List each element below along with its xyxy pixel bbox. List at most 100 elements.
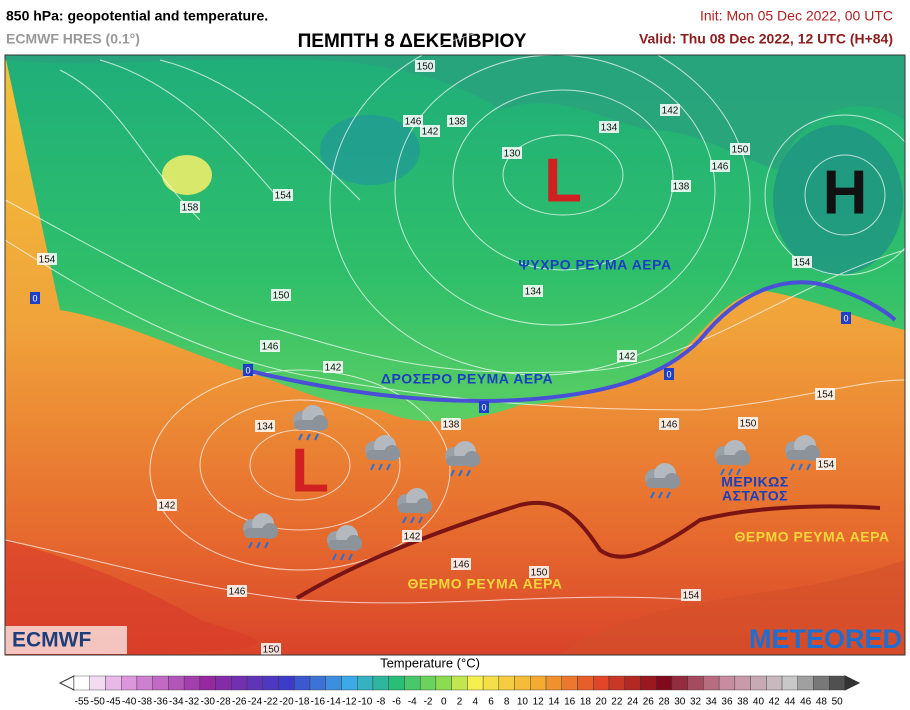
annotation: ΨΥΧΡΟ ΡΕΥΜΑ ΑΕΡΑ [518,257,671,273]
isobar-label-bg [523,285,543,297]
isobar-label-bg [180,201,200,213]
colorbar-swatch [262,675,279,691]
colorbar-swatch [388,675,405,691]
colorbar-tick-label: -8 [376,697,385,708]
init-time: Init: Mon 05 Dec 2022, 00 UTC [700,8,893,24]
colorbar-tick-label: 20 [596,697,608,708]
isobar-label: 146 [712,162,729,173]
colorbar-tick-label: 50 [832,697,844,708]
colorbar-swatch [294,675,311,691]
colorbar-swatch [671,675,688,691]
colorbar-swatch [498,675,515,691]
colorbar-swatch [121,675,138,691]
isobar-label: 154 [794,258,811,269]
colorbar-tick-label: -26 [232,697,247,708]
colorbar-tick-label: -18 [295,697,310,708]
colorbar-tick-label: 12 [533,697,545,708]
isobar-label-bg [815,388,835,400]
colorbar-swatch [829,675,846,691]
colorbar-tick-label: 24 [627,697,639,708]
colorbar-swatch [199,675,216,691]
isobar-label-bg [441,418,461,430]
colorbar-swatch [309,675,326,691]
isobar-label: 134 [601,123,618,134]
colorbar-tick-label: -40 [122,697,137,708]
colorbar-swatch [750,675,767,691]
colorbar-tick-label: -36 [153,697,168,708]
colorbar-tick-label: 10 [517,697,529,708]
colorbar-swatch [797,675,814,691]
colorbar-swatch [781,675,798,691]
isobar-label-bg [617,350,637,362]
colorbar-swatch [482,675,500,691]
colorbar-swatch [624,675,641,691]
isobar-label: 142 [422,127,439,138]
colorbar-tick-label: 28 [658,697,670,708]
colorbar-tick-label: -10 [358,697,373,708]
isobar-label-bg [730,143,750,155]
colorbar-swatch [593,675,610,691]
annotation: ΑΣΤΑΤΟΣ [722,488,788,504]
colorbar-swatch [278,675,295,691]
isobar-label: 142 [662,106,679,117]
colorbar-tick-label: 46 [800,697,812,708]
isotherm-label: 0 [32,293,37,303]
isobar-label-bg [420,125,440,137]
colorbar-end [58,675,75,691]
logo-box [5,626,127,654]
isobar-label-bg [710,160,730,172]
isobar-label: 142 [619,352,636,363]
colorbar: -55 -50 -45 -40 -38 -36 -34 -32 -30 -28 -26 -24 -22-… [58,675,861,708]
colorbar-tick-label: -12 [342,697,357,708]
colorbar-tick-label: -32 [185,697,200,708]
isobar-label-bg [451,558,471,570]
isobar-label: 158 [182,203,199,214]
colorbar-tick-label: -4 [408,697,417,708]
colorbar-tick-label: -28 [216,697,231,708]
model-name: ECMWF HRES (0.1°) [6,31,140,47]
colorbar-swatch [687,675,704,691]
colorbar-tick-label: 44 [784,697,796,708]
colorbar-tick-label: 26 [643,697,655,708]
colorbar-tick-label: -30 [201,697,216,708]
isobar-label-bg [157,499,177,511]
isobar-label-bg [227,585,247,597]
colorbar-swatch [718,675,736,691]
colorbar-tick-label: 18 [580,697,592,708]
isobar-label: 138 [449,117,466,128]
colorbar-tick-label: 32 [690,697,702,708]
colorbar-tick-label: 4 [472,697,478,708]
colorbar-tick-label: -55 [75,697,90,708]
cold-core [773,125,903,275]
colorbar-tick-label: 40 [753,697,765,708]
isobar-label: 146 [262,342,279,353]
colorbar-swatch [734,675,751,691]
annotation: ΜΕΡΙΚΩΣ [721,474,788,490]
isobar-label-bg [273,189,293,201]
cool-flow-arrow [244,280,897,403]
isobar-label-bg [816,458,836,470]
colorbar-tick-label: 38 [737,697,749,708]
isobar-label: 142 [159,501,176,512]
isotherm-label-bg [30,292,40,304]
colorbar-swatch [183,675,201,691]
colorbar-tick-label: -45 [106,697,121,708]
colorbar-tick-label: 36 [721,697,733,708]
colorbar-swatch [467,675,484,691]
colorbar-swatch [372,675,389,691]
colorbar-tick-label: -24 [248,697,263,708]
isobar-label: 154 [275,191,292,202]
colorbar-tick-label: -2 [424,697,433,708]
isobar-label: 150 [740,419,757,430]
colorbar-tick-label: -6 [392,697,401,708]
colorbar-tick-label: -34 [169,697,184,708]
isobar-label: 146 [405,117,422,128]
isotherm-label: 0 [245,365,250,375]
annotation: ΘΕΡΜΟ ΡΕΥΜΑ ΑΕΡΑ [734,529,889,545]
colorbar-swatch [435,675,452,691]
colorbar-tick-label: -16 [311,697,326,708]
headline: ΠΕΜΠΤΗ 8 ΔΕΚΕΜΒΡΙΟΥ [298,31,527,52]
map-labels: 1501461421381341301381421461501541581541… [30,60,889,656]
isotherm-label-bg [841,312,851,324]
